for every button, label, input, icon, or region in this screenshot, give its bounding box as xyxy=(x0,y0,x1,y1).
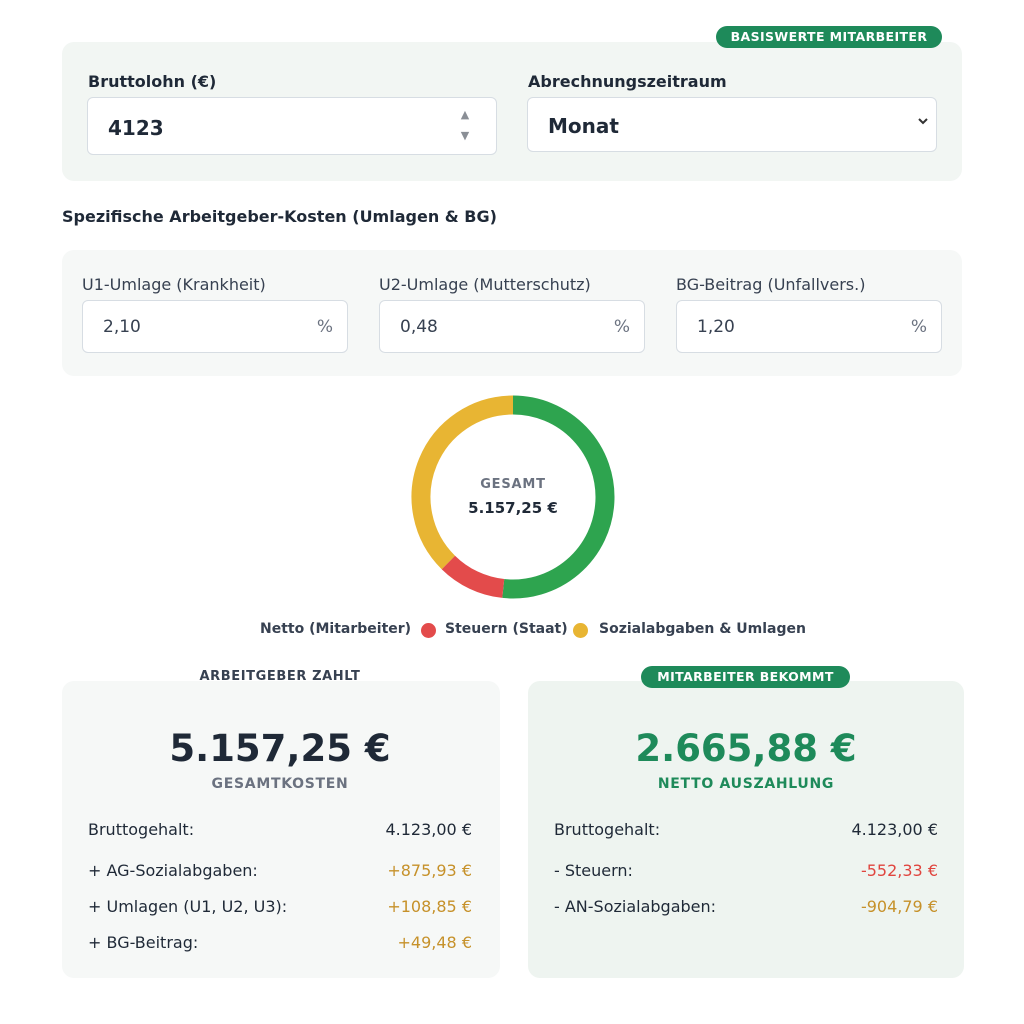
employer-card xyxy=(62,681,500,978)
donut-center-value: 5.157,25 € xyxy=(468,499,558,517)
employer-row-label: + BG-Beitrag: xyxy=(88,933,199,952)
bg-label: BG-Beitrag (Unfallvers.) xyxy=(676,275,866,294)
gross-salary-value: 4123 xyxy=(108,116,164,140)
bg-input[interactable]: 1,20 % xyxy=(676,300,942,353)
legend-sozial-dot xyxy=(573,623,588,638)
employer-row-label: Bruttogehalt: xyxy=(88,820,195,839)
billing-period-value: Monat xyxy=(548,114,619,138)
donut-center-label: GESAMT xyxy=(480,477,546,492)
specific-costs-title: Spezifische Arbeitgeber-Kosten (Umlagen … xyxy=(62,207,497,226)
employee-total: 2.665,88 € xyxy=(635,727,857,770)
employer-header: ARBEITGEBER ZAHLT xyxy=(199,669,361,684)
employer-total: 5.157,25 € xyxy=(169,727,391,770)
chart-legend: Netto (Mitarbeiter) Steuern (Staat) Sozi… xyxy=(0,621,1024,641)
legend-steuern[interactable]: Steuern (Staat) xyxy=(445,621,568,637)
employer-row-value: +875,93 € xyxy=(387,861,472,880)
employee-row-value: -552,33 € xyxy=(860,861,938,880)
u2-value: 0,48 xyxy=(400,317,438,337)
employer-row-label: + Umlagen (U1, U2, U3): xyxy=(88,897,288,916)
u1-label: U1-Umlage (Krankheit) xyxy=(82,275,266,294)
legend-steuern-dot xyxy=(421,623,436,638)
employee-row-label: - AN-Sozialabgaben: xyxy=(554,897,717,916)
employee-header-badge: MITARBEITER BEKOMMT xyxy=(641,666,850,688)
donut-slice-sozial[interactable] xyxy=(411,395,514,570)
employer-row-value: +108,85 € xyxy=(387,897,472,916)
donut-slice-netto[interactable] xyxy=(502,395,615,599)
u2-label: U2-Umlage (Mutterschutz) xyxy=(379,275,591,294)
bg-unit: % xyxy=(910,317,927,337)
chevron-down-icon[interactable] xyxy=(917,115,929,131)
bg-value: 1,20 xyxy=(697,317,735,337)
base-values-badge: BASISWERTE MITARBEITER xyxy=(716,26,942,48)
employer-row-label: + AG-Sozialabgaben: xyxy=(88,861,258,880)
spinner-up-icon[interactable]: ▲ xyxy=(460,108,470,121)
employer-total-label: GESAMTKOSTEN xyxy=(211,776,349,792)
employee-row-value: 4.123,00 € xyxy=(851,820,938,839)
cost-donut-chart xyxy=(411,395,615,599)
employer-row-value: +49,48 € xyxy=(397,933,472,952)
billing-period-select[interactable] xyxy=(527,97,937,152)
gross-salary-input[interactable] xyxy=(87,97,497,155)
employee-row-label: Bruttogehalt: xyxy=(554,820,661,839)
billing-period-label: Abrechnungszeitraum xyxy=(528,72,727,91)
legend-sozial[interactable]: Sozialabgaben & Umlagen xyxy=(599,621,806,637)
employee-card xyxy=(528,681,964,978)
employee-total-label: NETTO AUSZAHLUNG xyxy=(657,776,835,792)
employer-row-value: 4.123,00 € xyxy=(385,820,472,839)
u2-input[interactable]: 0,48 % xyxy=(379,300,645,353)
employee-row-label: - Steuern: xyxy=(554,861,633,880)
u1-value: 2,10 xyxy=(103,317,141,337)
u2-unit: % xyxy=(613,317,630,337)
legend-netto[interactable]: Netto (Mitarbeiter) xyxy=(260,621,412,637)
u1-unit: % xyxy=(316,317,333,337)
donut-slice-steuern[interactable] xyxy=(441,555,505,598)
employee-row-value: -904,79 € xyxy=(860,897,938,916)
u1-input[interactable]: 2,10 % xyxy=(82,300,348,353)
spinner-down-icon[interactable]: ▼ xyxy=(460,129,470,142)
gross-salary-label: Bruttolohn (€) xyxy=(88,72,217,91)
